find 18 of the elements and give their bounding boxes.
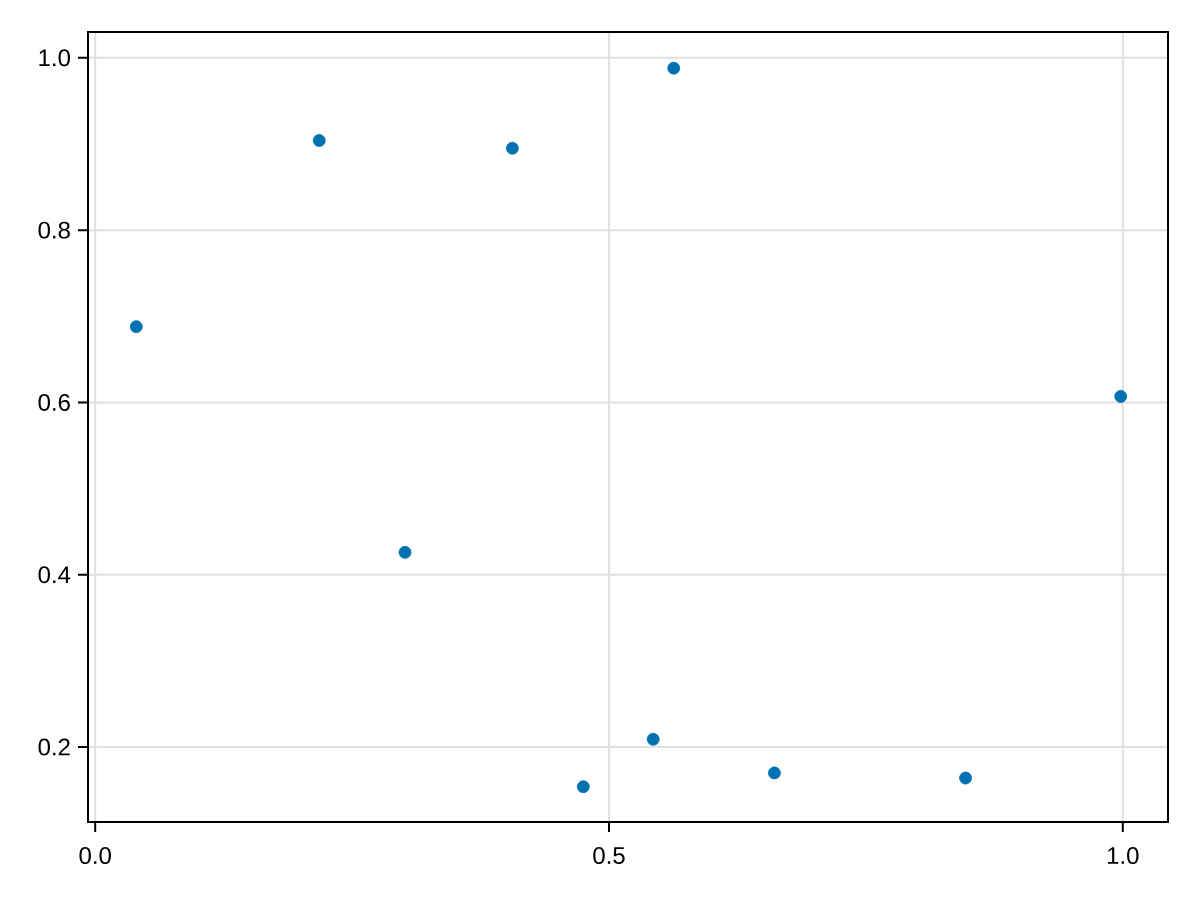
point <box>768 766 781 780</box>
point <box>506 141 519 155</box>
x-tick-label: 1.0 <box>1107 847 1139 865</box>
y-tick-label: 1.0 <box>39 49 71 67</box>
x-tick-label: 0.0 <box>79 847 111 865</box>
y-tick-label: 0.6 <box>38 393 70 411</box>
y-tick-label: 0.4 <box>38 566 71 584</box>
point <box>398 545 412 559</box>
x-tick-label: 0.5 <box>593 847 625 865</box>
point <box>312 134 326 147</box>
point <box>1114 390 1128 403</box>
y-tick-label: 0.2 <box>38 738 70 756</box>
point <box>129 320 143 334</box>
point <box>959 771 972 785</box>
y-tick-label: 0.8 <box>38 221 70 239</box>
point <box>667 61 681 75</box>
point <box>646 732 660 746</box>
point <box>576 780 590 794</box>
